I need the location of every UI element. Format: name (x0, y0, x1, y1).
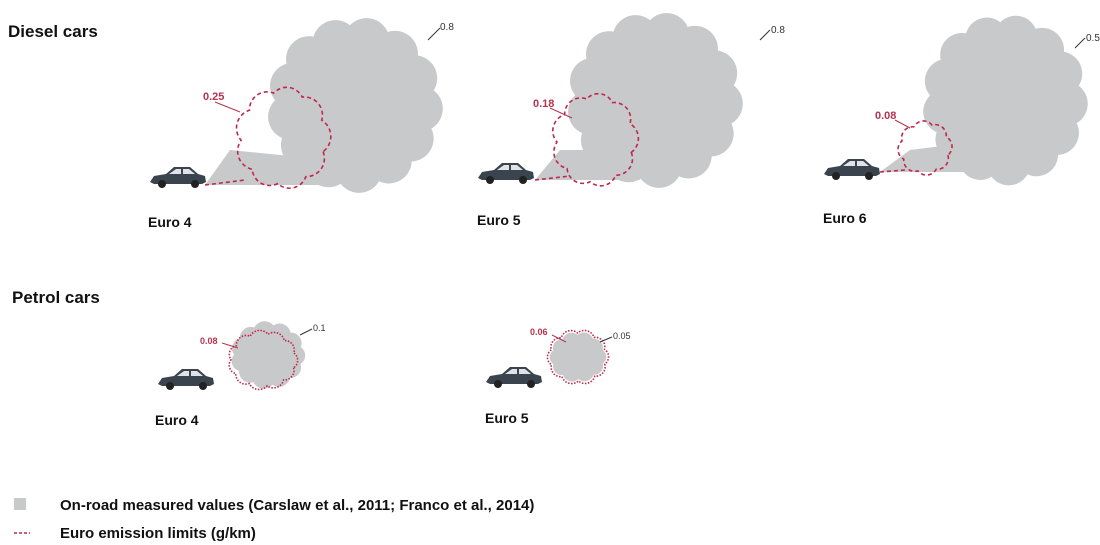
car-icon (158, 369, 214, 390)
leader (895, 120, 910, 128)
petrol-euro4: 0.08 0.1 Euro 4 (155, 321, 326, 428)
euro-label: Euro 4 (148, 214, 192, 230)
leader (1075, 38, 1085, 48)
measured-cloud (535, 150, 640, 180)
euro-label: Euro 5 (477, 212, 521, 228)
euro-label: Euro 6 (823, 210, 867, 226)
diesel-euro4: 0.25 0.8 Euro 4 (148, 18, 454, 230)
measured-value: 0.8 (440, 22, 454, 33)
diesel-euro6: 0.08 0.5 Euro 6 (823, 16, 1100, 226)
limit-value: 0.08 (200, 336, 218, 346)
car-icon (824, 159, 880, 180)
limit-value: 0.06 (530, 327, 548, 337)
section-title: Diesel cars (8, 22, 98, 41)
diesel-euro5: 0.18 0.8 Euro 5 (477, 13, 785, 228)
legend-swatch (14, 498, 26, 510)
measured-value: 0.1 (313, 323, 326, 333)
legend-text: On-road measured values (Carslaw et al.,… (60, 497, 534, 514)
car-icon (478, 163, 534, 184)
euro-label: Euro 5 (485, 410, 529, 426)
limit-value: 0.08 (875, 110, 896, 122)
car-icon (486, 367, 542, 388)
measured-value: 0.8 (771, 25, 785, 36)
section-title: Petrol cars (12, 288, 100, 307)
measured-cloud (232, 321, 306, 388)
leader (428, 28, 440, 40)
euro-label: Euro 4 (155, 412, 199, 428)
petrol-euro5: 0.06 0.05 Euro 5 (485, 327, 631, 426)
leader (300, 329, 312, 335)
legend-text: Euro emission limits (g/km) (60, 525, 256, 542)
car-icon (150, 167, 206, 188)
limit-value: 0.18 (533, 98, 554, 110)
leader (215, 102, 240, 112)
measured-cloud (550, 333, 607, 382)
measured-value: 0.5 (1086, 33, 1100, 44)
measured-cloud (880, 140, 990, 172)
diagram: Diesel cars Petrol cars 0.25 0.8 Euro 4 … (0, 0, 1100, 545)
measured-value: 0.05 (613, 331, 631, 341)
limit-value: 0.25 (203, 91, 224, 103)
leader (760, 30, 770, 40)
